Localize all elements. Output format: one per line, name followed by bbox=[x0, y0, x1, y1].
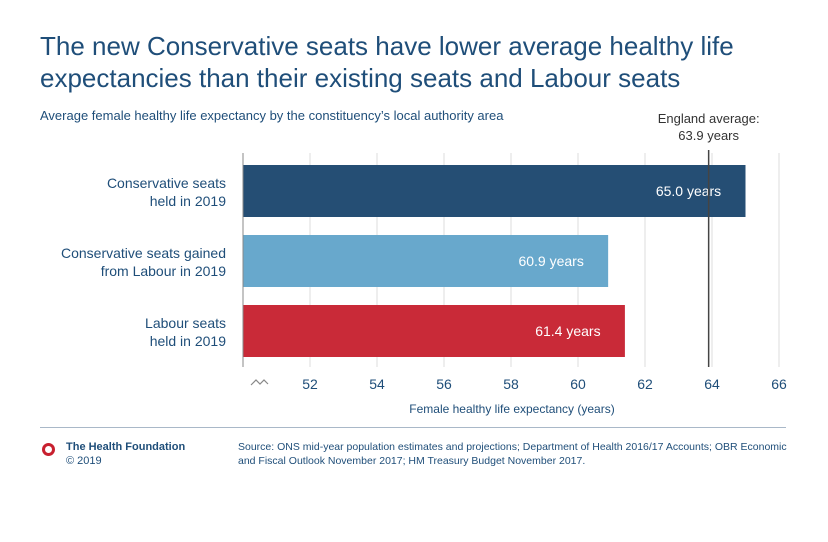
org-name: The Health Foundation bbox=[66, 441, 186, 453]
bar-value-label-2: 60.9 years bbox=[518, 253, 583, 269]
x-tick-label-52: 52 bbox=[302, 376, 318, 392]
axis-break-icon bbox=[250, 379, 269, 386]
bar-3 bbox=[243, 305, 625, 357]
category-label-2-line-2: from Labour in 2019 bbox=[101, 263, 227, 279]
bar-2 bbox=[243, 235, 609, 287]
chart-title: The new Conservative seats have lower av… bbox=[40, 31, 734, 93]
bar-1 bbox=[243, 165, 746, 217]
x-tick-label-60: 60 bbox=[570, 376, 586, 392]
footer-organisation: The Health Foundation © 2019 bbox=[66, 440, 185, 468]
category-label-3-line-1: Labour seats bbox=[145, 315, 226, 331]
x-axis-label: Female healthy life expectancy (years) bbox=[409, 402, 614, 416]
bar-value-label-3: 61.4 years bbox=[535, 323, 600, 339]
bar-value-label-1: 65.0 years bbox=[656, 183, 721, 199]
source-note: Source: ONS mid-year population estimate… bbox=[238, 441, 787, 467]
chart-area: 65.0 years Conservative seats held in 2019… bbox=[61, 111, 787, 416]
footer-divider bbox=[40, 427, 786, 428]
england-average-label-line-2: 63.9 years bbox=[678, 128, 739, 143]
category-label-1-line-1: Conservative seats bbox=[107, 175, 226, 191]
x-tick-label-64: 64 bbox=[704, 376, 720, 392]
x-tick-label-54: 54 bbox=[369, 376, 385, 392]
category-label-2-line-1: Conservative seats gained bbox=[61, 245, 226, 261]
x-tick-label-56: 56 bbox=[436, 376, 452, 392]
england-average-label-line-1: England average: bbox=[658, 111, 760, 126]
chart-subtitle: Average female healthy life expectancy b… bbox=[40, 108, 504, 123]
x-tick-label-66: 66 bbox=[771, 376, 787, 392]
copyright: © 2019 bbox=[66, 455, 102, 467]
category-label-1-line-2: held in 2019 bbox=[150, 193, 227, 209]
category-label-3-line-2: held in 2019 bbox=[150, 333, 227, 349]
x-tick-label-58: 58 bbox=[503, 376, 519, 392]
x-tick-label-62: 62 bbox=[637, 376, 653, 392]
health-foundation-logo-icon bbox=[42, 443, 55, 456]
